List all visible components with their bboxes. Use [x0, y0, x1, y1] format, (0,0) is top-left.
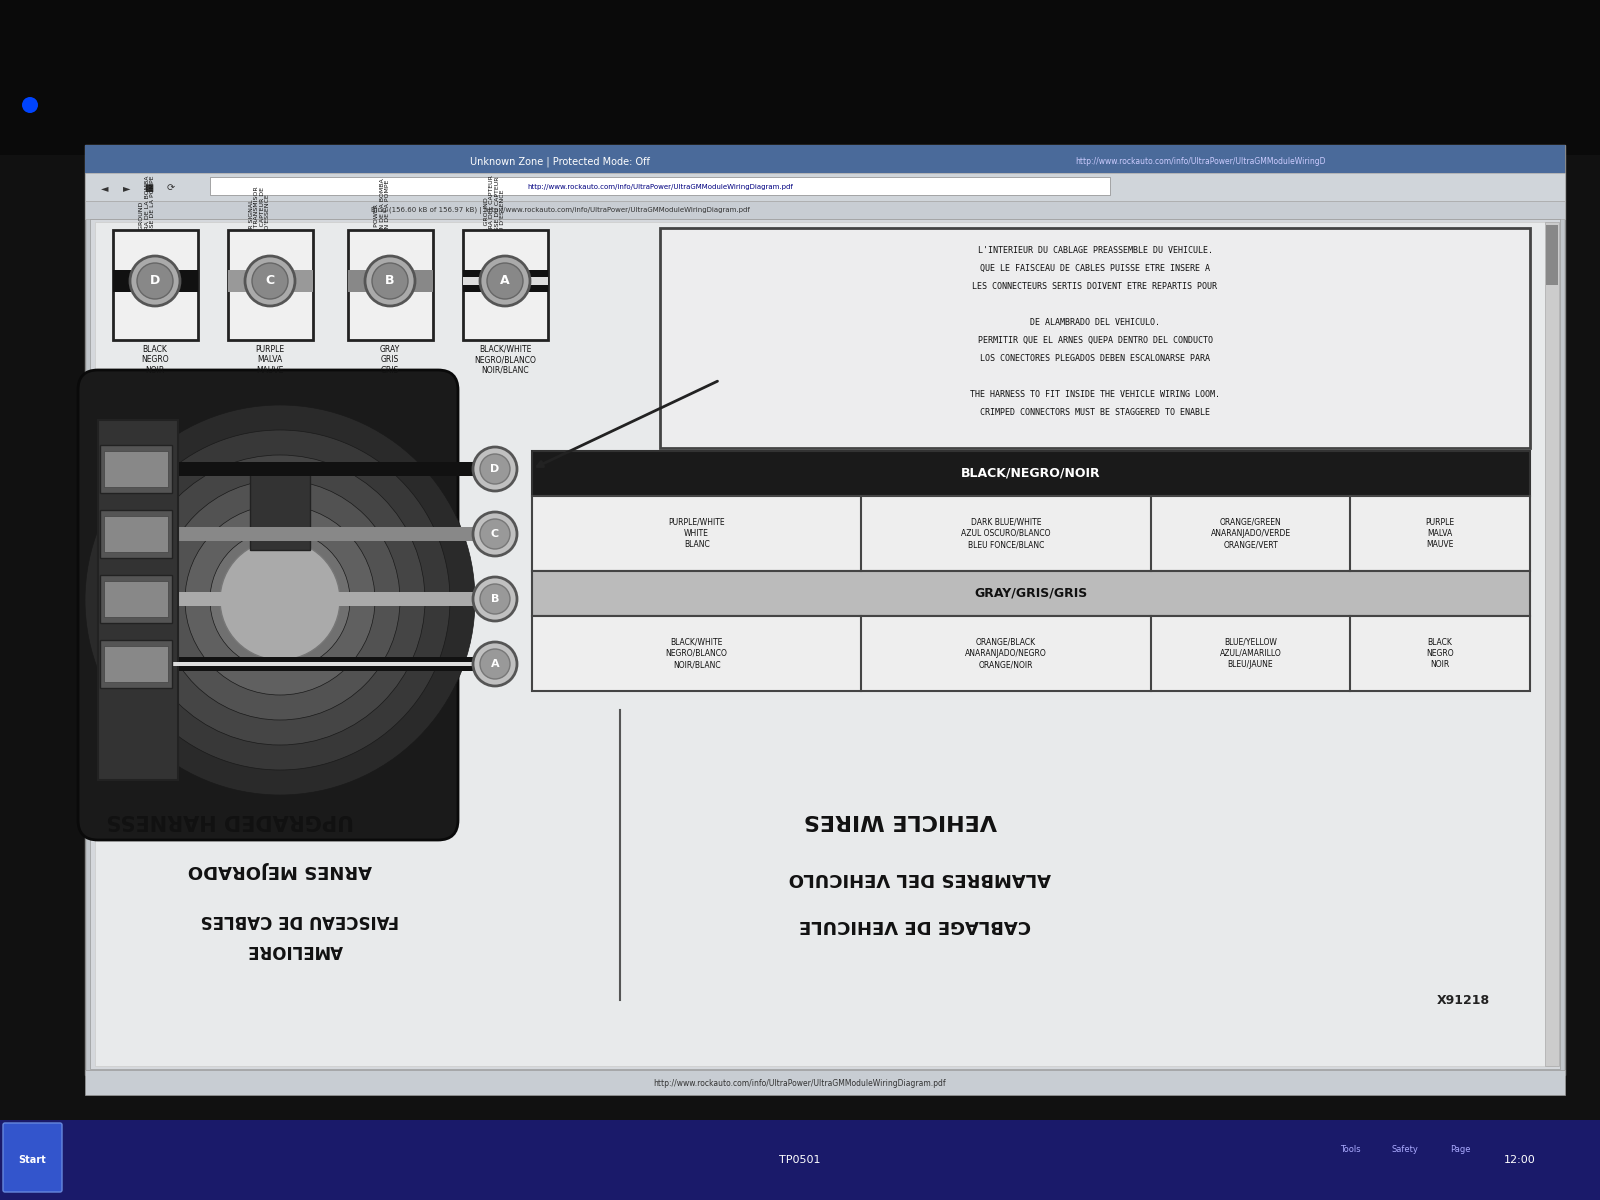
Text: Safety: Safety — [1392, 1146, 1419, 1154]
Text: BLUE/YELLOW
AZUL/AMARILLO
BLEU/JAUNE: BLUE/YELLOW AZUL/AMARILLO BLEU/JAUNE — [1219, 638, 1282, 670]
Text: CRIMPED CONNECTORS MUST BE STAGGERED TO ENABLE: CRIMPED CONNECTORS MUST BE STAGGERED TO … — [979, 408, 1210, 416]
Text: http://www.rockauto.com/info/UltraPower/UltraGMModuleWiringDiagram.pdf: http://www.rockauto.com/info/UltraPower/… — [654, 1079, 946, 1087]
FancyBboxPatch shape — [1546, 222, 1558, 1066]
Circle shape — [221, 540, 339, 660]
FancyBboxPatch shape — [173, 592, 507, 606]
Text: http://www.rockauto.com/info/UltraPower/UltraGMModuleWiringDiagram.pdf: http://www.rockauto.com/info/UltraPower/… — [526, 184, 794, 190]
Text: ►: ► — [123, 182, 131, 193]
FancyBboxPatch shape — [99, 575, 173, 623]
Circle shape — [160, 480, 400, 720]
FancyBboxPatch shape — [349, 230, 434, 340]
Circle shape — [130, 256, 179, 306]
FancyBboxPatch shape — [1546, 226, 1558, 284]
FancyBboxPatch shape — [85, 145, 1565, 173]
Text: DE ALAMBRADO DEL VEHICULO.: DE ALAMBRADO DEL VEHICULO. — [1030, 318, 1160, 326]
Circle shape — [371, 263, 408, 299]
Text: C: C — [491, 529, 499, 539]
Text: ◄: ◄ — [101, 182, 109, 193]
Text: SENDER SIGNAL
SENAL DEL TRANSMISOR
SIGNAL DU CAPTEUR DE
NIVEAU D'ESSENCE: SENDER SIGNAL SENAL DEL TRANSMISOR SIGNA… — [250, 186, 270, 264]
Text: ORANGE/BLACK
ANARANJADO/NEGRO
ORANGE/NOIR: ORANGE/BLACK ANARANJADO/NEGRO ORANGE/NOI… — [965, 638, 1046, 670]
FancyBboxPatch shape — [531, 616, 1530, 691]
Circle shape — [186, 505, 374, 695]
FancyBboxPatch shape — [173, 658, 507, 671]
Text: ■: ■ — [144, 182, 154, 193]
FancyBboxPatch shape — [0, 1120, 1600, 1200]
FancyBboxPatch shape — [85, 1070, 1565, 1094]
Circle shape — [474, 642, 517, 686]
Text: Start: Start — [18, 1154, 46, 1165]
Text: THE HARNESS TO FIT INSIDE THE VEHICLE WIRING LOOM.: THE HARNESS TO FIT INSIDE THE VEHICLE WI… — [970, 390, 1221, 398]
Text: ORANGE/GREEN
ANARANJADO/VERDE
ORANGE/VERT: ORANGE/GREEN ANARANJADO/VERDE ORANGE/VER… — [1211, 518, 1291, 550]
Text: SENDER GROUND
PUESTA A TIERRA DEL CAPTEUR
MISE A LA MASSE DU CAPTEUR
DE NIVEAU D: SENDER GROUND PUESTA A TIERRA DEL CAPTEU… — [483, 175, 506, 275]
Text: PUMP POWER
ALIMENTACION DE LA BOMBA
ALIMENTATION DE LA POMPE: PUMP POWER ALIMENTACION DE LA BOMBA ALIM… — [374, 179, 390, 271]
Circle shape — [253, 263, 288, 299]
Text: BLACK
NEGRO
NOIR: BLACK NEGRO NOIR — [141, 346, 170, 374]
Text: D: D — [490, 464, 499, 474]
Text: LES CONNECTEURS SERTIS DOIVENT ETRE REPARTIS POUR: LES CONNECTEURS SERTIS DOIVENT ETRE REPA… — [973, 282, 1218, 290]
FancyBboxPatch shape — [661, 228, 1530, 448]
FancyBboxPatch shape — [462, 230, 547, 340]
FancyBboxPatch shape — [462, 277, 547, 284]
FancyBboxPatch shape — [94, 222, 1555, 1066]
Text: BLACK/WHITE
NEGRO/BLANCO
NOIR/BLANC: BLACK/WHITE NEGRO/BLANCO NOIR/BLANC — [666, 638, 728, 670]
FancyBboxPatch shape — [104, 581, 168, 617]
Text: PURPLE
MALVA
MAUVE: PURPLE MALVA MAUVE — [256, 346, 285, 374]
Text: Bing (156.60 kB of 156.97 kB) | http://www.rockauto.com/info/UltraPower/UltraGMM: Bing (156.60 kB of 156.97 kB) | http://w… — [371, 208, 749, 215]
FancyBboxPatch shape — [531, 451, 1530, 496]
Text: X91218: X91218 — [1437, 994, 1490, 1007]
Circle shape — [474, 446, 517, 491]
Text: BLACK/WHITE
NEGRO/BLANCO
NOIR/BLANC: BLACK/WHITE NEGRO/BLANCO NOIR/BLANC — [474, 346, 536, 374]
FancyBboxPatch shape — [210, 176, 1110, 194]
Text: Page: Page — [1450, 1146, 1470, 1154]
Text: PURPLE/WHITE
WHITE
BLANC: PURPLE/WHITE WHITE BLANC — [669, 518, 725, 550]
FancyBboxPatch shape — [99, 445, 173, 493]
Text: ALAMBRES DEL VEHICULO: ALAMBRES DEL VEHICULO — [789, 869, 1051, 887]
Text: BLACK
NEGRO
NOIR: BLACK NEGRO NOIR — [1426, 638, 1454, 670]
Circle shape — [365, 256, 414, 306]
Text: GRAY/GRIS/GRIS: GRAY/GRIS/GRIS — [974, 587, 1088, 600]
Text: L'INTERIEUR DU CABLAGE PREASSEMBLE DU VEHICULE.: L'INTERIEUR DU CABLAGE PREASSEMBLE DU VE… — [978, 246, 1213, 254]
FancyBboxPatch shape — [104, 516, 168, 552]
Circle shape — [480, 454, 510, 484]
Text: UPGRADED HARNESS: UPGRADED HARNESS — [106, 810, 354, 830]
FancyBboxPatch shape — [85, 200, 1565, 218]
Text: CABLAGE DE VEHICULE: CABLAGE DE VEHICULE — [798, 916, 1030, 934]
FancyBboxPatch shape — [85, 173, 1565, 200]
FancyBboxPatch shape — [173, 527, 507, 541]
Text: A: A — [491, 659, 499, 670]
Text: Tools: Tools — [1339, 1146, 1360, 1154]
FancyBboxPatch shape — [229, 270, 314, 292]
Circle shape — [235, 554, 325, 646]
Text: PUMP GROUND
PUESTA A TIERRA DE LA BOMBA
MISE A LA MASSE DE LA POMPE: PUMP GROUND PUESTA A TIERRA DE LA BOMBA … — [139, 175, 155, 275]
FancyBboxPatch shape — [78, 370, 458, 840]
Text: 12:00: 12:00 — [1504, 1154, 1536, 1165]
Text: http://www.rockauto.com/info/UltraPower/UltraGMModuleWiringD: http://www.rockauto.com/info/UltraPower/… — [1075, 157, 1325, 167]
Circle shape — [480, 518, 510, 550]
Circle shape — [210, 530, 350, 670]
FancyBboxPatch shape — [250, 470, 310, 550]
Text: Unknown Zone | Protected Mode: Off: Unknown Zone | Protected Mode: Off — [470, 157, 650, 167]
Circle shape — [480, 256, 530, 306]
FancyBboxPatch shape — [114, 270, 198, 292]
FancyBboxPatch shape — [462, 270, 547, 292]
Text: LOS CONECTORES PLEGADOS DEBEN ESCALONARSE PARA: LOS CONECTORES PLEGADOS DEBEN ESCALONARS… — [979, 354, 1210, 362]
Circle shape — [22, 97, 38, 113]
Text: AMELIORE: AMELIORE — [246, 941, 342, 959]
Text: ARNES MEJORADO: ARNES MEJORADO — [187, 862, 373, 878]
FancyBboxPatch shape — [173, 462, 507, 476]
Circle shape — [254, 575, 306, 625]
Text: FAISCEAU DE CABLES: FAISCEAU DE CABLES — [202, 911, 398, 929]
FancyBboxPatch shape — [173, 662, 507, 666]
FancyBboxPatch shape — [229, 230, 314, 340]
FancyBboxPatch shape — [104, 646, 168, 682]
Text: TP0501: TP0501 — [779, 1154, 821, 1165]
Text: DARK BLUE/WHITE
AZUL OSCURO/BLANCO
BLEU FONCE/BLANC: DARK BLUE/WHITE AZUL OSCURO/BLANCO BLEU … — [962, 518, 1051, 550]
Text: ⟳: ⟳ — [166, 182, 174, 193]
FancyBboxPatch shape — [0, 1120, 1600, 1200]
Circle shape — [245, 256, 294, 306]
FancyBboxPatch shape — [90, 218, 1560, 1069]
FancyBboxPatch shape — [0, 0, 1600, 155]
FancyBboxPatch shape — [99, 640, 173, 688]
Circle shape — [85, 404, 475, 794]
